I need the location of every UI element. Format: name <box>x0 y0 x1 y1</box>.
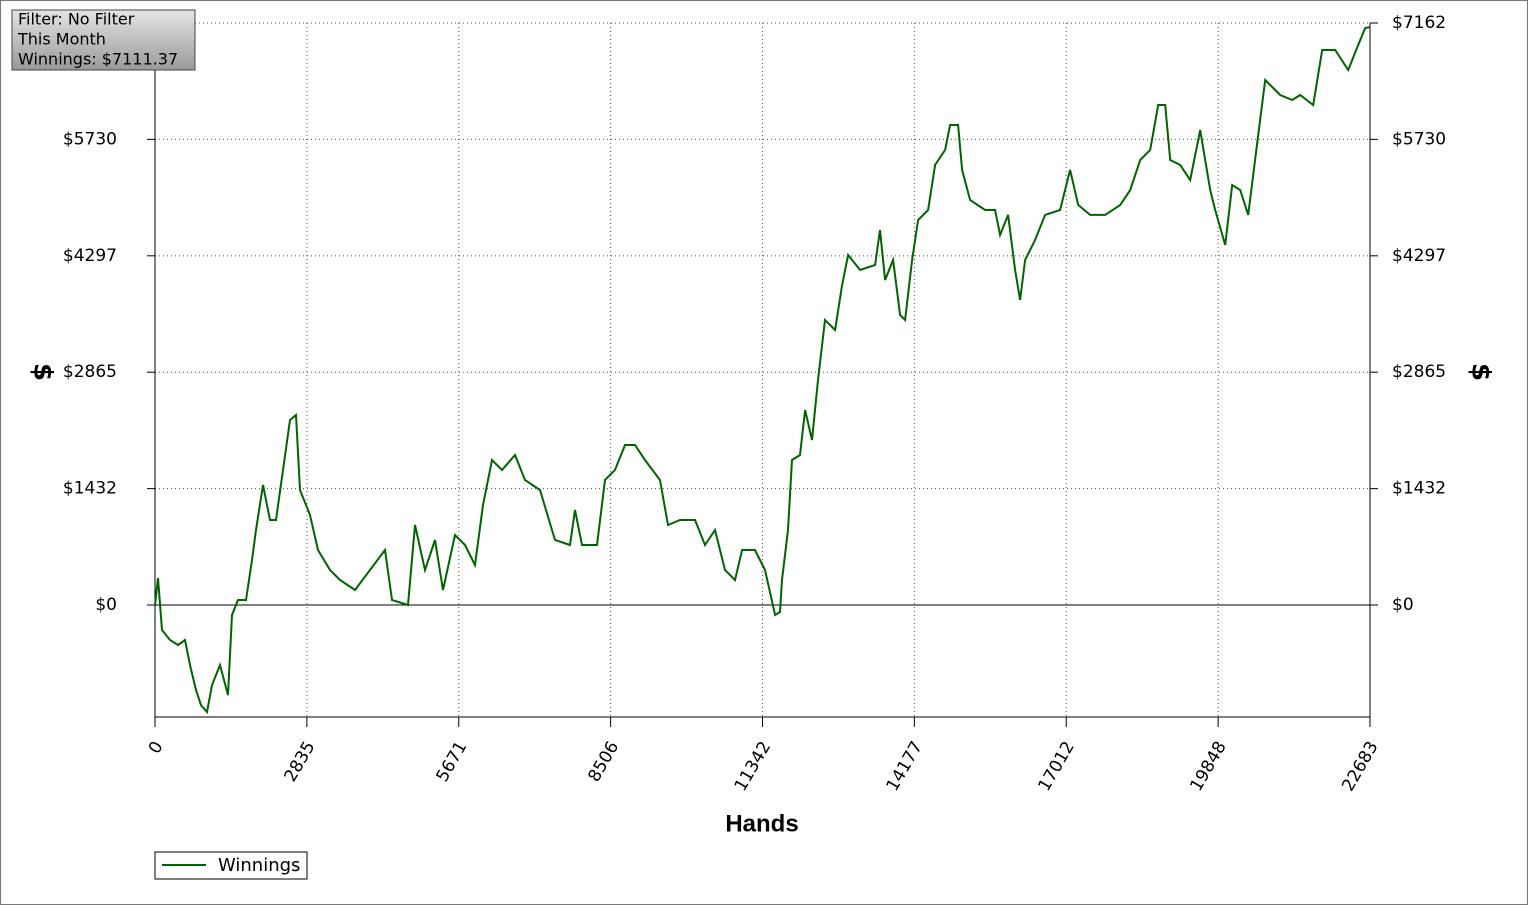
legend-label: Winnings <box>218 855 300 876</box>
legend: Winnings <box>154 851 308 880</box>
annotation: Winnings: $7111.37 <box>18 50 178 69</box>
y-tick-label: $4297 <box>63 246 117 266</box>
y-tick-label: $1432 <box>63 479 117 499</box>
y2-tick-label: $2865 <box>1392 362 1446 382</box>
y-tick-label: $0 <box>95 595 117 615</box>
y2-tick-label: $7162 <box>1392 13 1446 33</box>
y2-axis-title: $ <box>1466 363 1496 381</box>
y-tick-label: $5730 <box>63 129 117 149</box>
annotation: Filter: No Filter <box>18 10 135 29</box>
y-axis-title: $ <box>28 363 58 381</box>
annotation: This Month <box>17 30 106 49</box>
x-axis-title: Hands <box>725 810 798 837</box>
y2-tick-label: $4297 <box>1392 246 1446 266</box>
series-line <box>154 26 1371 715</box>
y2-tick-label: $5730 <box>1392 129 1446 149</box>
y2-tick-label: $1432 <box>1392 479 1446 499</box>
annotation-background <box>11 9 196 71</box>
y-tick-label: $2865 <box>63 362 117 382</box>
y2-tick-label: $0 <box>1392 595 1414 615</box>
annotation-box: Filter: No Filter This Month Winnings: $… <box>11 9 196 71</box>
